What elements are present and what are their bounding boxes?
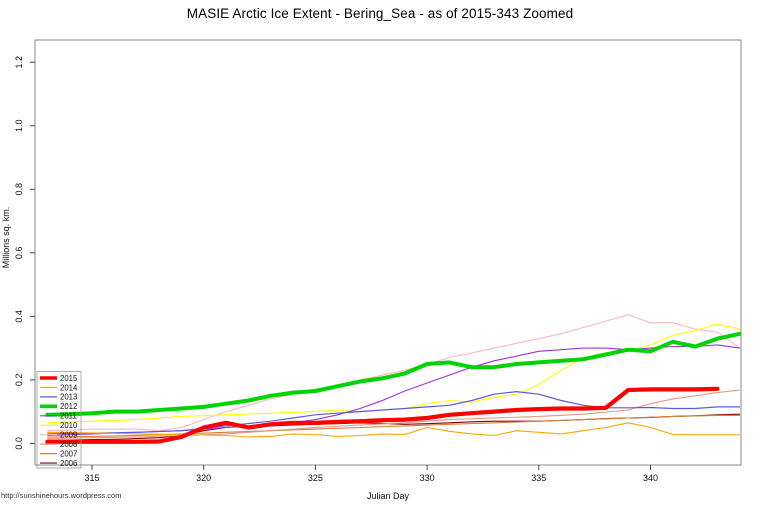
plot-border (34, 39, 742, 466)
x-tick-label: 330 (420, 473, 435, 483)
legend-label-2013: 2013 (60, 393, 77, 402)
y-axis-label: Millions sq. km. (1, 207, 11, 269)
y-tick-label: 0.8 (14, 183, 24, 196)
series-line-2012 (45, 331, 741, 417)
legend-label-2008: 2008 (60, 440, 77, 449)
legend-label-2009: 2009 (60, 431, 77, 440)
series-line-2013 (47, 391, 740, 435)
legend-label-2010: 2010 (60, 421, 78, 430)
series-line-2010 (47, 323, 741, 424)
legend-label-2007: 2007 (60, 449, 77, 458)
chart-title: MASIE Arctic Ice Extent - Bering_Sea - a… (186, 6, 574, 21)
legend-label-2011: 2011 (60, 412, 77, 421)
series-line-2015 (45, 386, 720, 444)
footer-url: http://sunshinehours.wordpress.com (1, 491, 122, 500)
y-tick-label: 1.0 (14, 120, 24, 133)
legend-box (36, 371, 82, 469)
series-line-2014 (47, 422, 740, 438)
legend-label-2015: 2015 (60, 374, 78, 383)
x-tick-label: 320 (196, 473, 211, 483)
x-tick-label: 325 (308, 473, 323, 483)
x-tick-label: 315 (84, 473, 99, 483)
x-tick-label: 340 (643, 473, 658, 483)
legend-label-2014: 2014 (60, 383, 78, 392)
y-tick-label: 0.4 (14, 310, 24, 323)
y-tick-label: 0.2 (14, 374, 24, 387)
y-tick-label: 1.2 (14, 56, 24, 69)
legend-label-2006: 2006 (60, 459, 77, 468)
legend-label-2012: 2012 (60, 402, 77, 411)
x-axis-label: Julian Day (367, 491, 410, 501)
y-tick-label: 0.0 (14, 437, 24, 450)
series-line-2009 (47, 314, 741, 432)
y-tick-label: 0.6 (14, 247, 24, 260)
x-tick-label: 335 (531, 473, 546, 483)
